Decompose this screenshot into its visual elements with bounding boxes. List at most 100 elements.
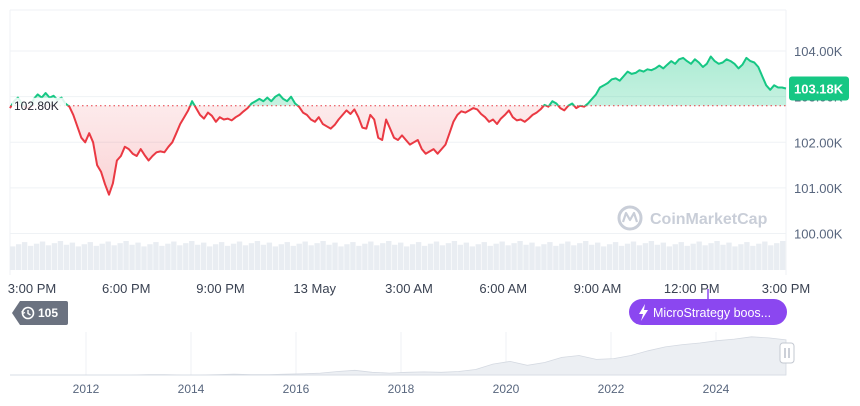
price-line-down[interactable] (9, 57, 786, 196)
volume-bar (708, 243, 714, 270)
volume-bar (81, 244, 88, 270)
y-tick-label: 101.00K (794, 181, 843, 196)
price-line-up[interactable] (10, 55, 787, 195)
x-tick-label: 9:00 AM (574, 281, 622, 296)
volume-bar (177, 245, 183, 270)
volume-bar (624, 243, 631, 270)
navigator-year: 2012 (73, 382, 100, 396)
history-icon (21, 306, 35, 320)
volume-bar (21, 242, 28, 270)
volume-bar (39, 241, 46, 270)
volume-bar (553, 245, 559, 270)
navigator-year: 2016 (283, 382, 310, 396)
volume-bar (475, 244, 481, 270)
volume-bar (117, 243, 123, 270)
volume-bar (63, 244, 70, 270)
volume-bar (529, 242, 535, 270)
navigator-year: 2020 (493, 382, 520, 396)
volume-bar (10, 246, 16, 270)
volume-bar (654, 244, 661, 270)
volume-bar (87, 242, 93, 270)
navigator-year-labels: 2012 2014 2016 2018 2020 2022 2024 (73, 382, 730, 396)
volume-bar (517, 241, 523, 270)
volume-bar (594, 242, 601, 270)
navigator-year: 2024 (703, 382, 730, 396)
volume-bar (45, 245, 52, 270)
volume-bar (320, 241, 326, 270)
volume-bar (648, 241, 655, 270)
volume-bar (75, 246, 82, 270)
volume-bar (774, 243, 780, 270)
range-navigator[interactable]: 2012 2014 2016 2018 2020 2022 2024 (10, 332, 795, 396)
volume-bar (433, 241, 440, 270)
event-label: MicroStrategy boos... (653, 306, 771, 320)
volume-bar (135, 242, 141, 270)
navigator-year: 2018 (388, 382, 415, 396)
watermark-text: CoinMarketCap (650, 211, 768, 228)
volume-bar (469, 246, 476, 270)
volume-bar (254, 241, 261, 270)
reference-price-label: 102.80K (12, 97, 66, 114)
volume-bar (159, 245, 165, 270)
volume-bar (732, 246, 738, 270)
volume-bar (99, 243, 105, 270)
history-badge[interactable]: 105 (12, 301, 68, 325)
coinmarketcap-logo-icon (617, 205, 643, 231)
volume-bar (451, 241, 458, 270)
volume-bar (332, 242, 338, 270)
volume-bar (183, 243, 189, 270)
x-tick-label: 9:00 PM (196, 281, 244, 296)
y-tick-label: 104.00K (794, 44, 843, 59)
volume-bar (206, 246, 213, 270)
volume-bar (511, 243, 517, 270)
volume-bar (409, 244, 416, 270)
range-handle[interactable] (779, 342, 795, 364)
y-tick-label: 100.00K (794, 227, 843, 242)
volume-bar (69, 242, 76, 270)
volume-bar (248, 243, 255, 270)
volume-bar (368, 241, 374, 270)
volume-bar (51, 243, 58, 270)
volume-bar (541, 244, 547, 270)
volume-bar (224, 245, 231, 270)
volume-bar (660, 242, 667, 270)
volume-bar (481, 242, 487, 270)
volume-bar (768, 245, 774, 270)
volume-bar (57, 241, 64, 270)
volume-bar (153, 242, 159, 270)
volume-bar (129, 244, 135, 270)
volume-bar (565, 241, 571, 270)
volume-bar (726, 242, 732, 270)
volume-bar (242, 245, 249, 270)
volume-bar (762, 241, 768, 270)
volume-bar (338, 246, 344, 270)
x-tick-label: 13 May (293, 281, 336, 296)
volume-bar (738, 244, 744, 270)
volume-bar (690, 243, 696, 270)
volume-bar (105, 241, 111, 270)
volume-bar (589, 244, 595, 270)
volume-bar (493, 243, 499, 270)
event-badge[interactable]: MicroStrategy boos... (629, 289, 787, 325)
navigator-year: 2022 (598, 382, 625, 396)
volume-bar (600, 246, 607, 270)
volume-bar (398, 242, 404, 270)
watermark: CoinMarketCap (617, 205, 768, 231)
current-price-tag: 103.18K (789, 76, 849, 101)
volume-bar (577, 243, 583, 270)
volume-bar (672, 244, 678, 270)
volume-bar (583, 241, 589, 270)
volume-bar (171, 241, 177, 270)
volume-bar (326, 244, 332, 270)
volume-bar (296, 243, 302, 270)
volume-bar (278, 244, 284, 270)
volume-bar (93, 245, 99, 270)
volume-bar (260, 244, 267, 270)
volume-bar (165, 243, 171, 270)
x-tick-label: 6:00 AM (479, 281, 527, 296)
volume-bar (266, 242, 273, 270)
volume-bar (505, 245, 511, 270)
